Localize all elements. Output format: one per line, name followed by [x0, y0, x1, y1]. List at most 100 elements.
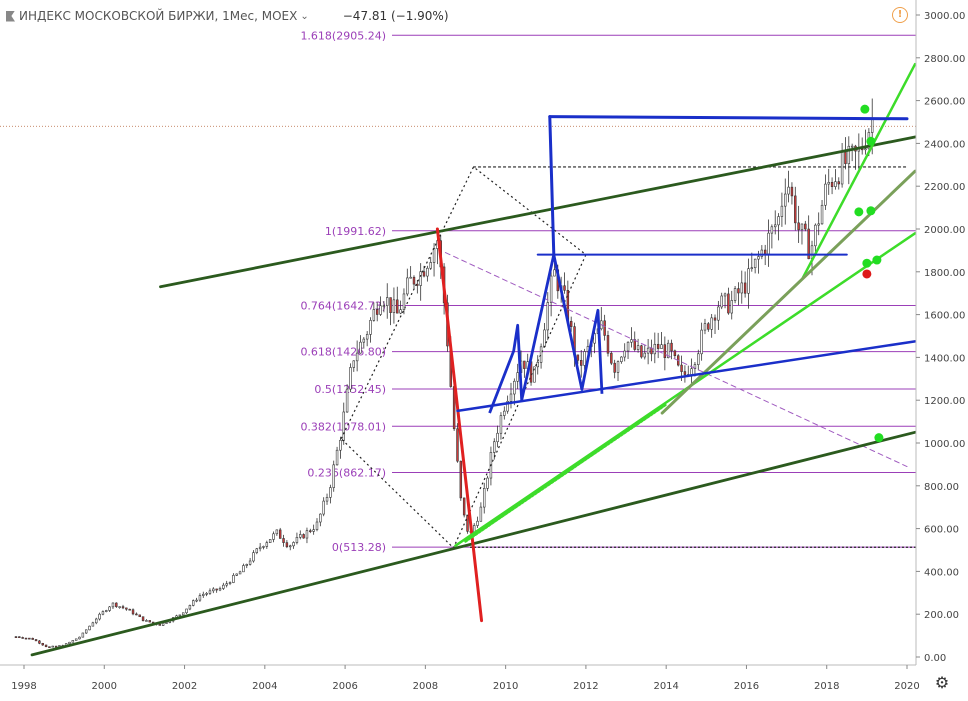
candle-body [583, 351, 586, 366]
candle-body [192, 600, 195, 606]
y-tick-label: 600.00 [924, 525, 959, 536]
candle-body [723, 293, 727, 297]
candle-body [790, 186, 794, 197]
candle-body [355, 352, 359, 362]
fib-level-label: 0.764(1642.73) [300, 299, 386, 312]
candle-body [780, 205, 784, 217]
candle-body [185, 608, 188, 614]
candle-body [41, 643, 44, 646]
candle-body [406, 277, 409, 295]
candle-body [419, 271, 422, 286]
candle-body [145, 620, 148, 622]
candle-body [670, 342, 673, 352]
y-tick-label: 1400.00 [924, 353, 965, 364]
x-tick-label: 2018 [814, 681, 839, 692]
y-tick-label: 2200.00 [924, 182, 965, 193]
candle-body [620, 356, 623, 362]
candle-body [312, 529, 315, 532]
candle-body [807, 228, 810, 260]
y-tick-label: 2600.00 [924, 97, 965, 108]
candle-body [680, 364, 683, 372]
warning-icon[interactable]: ! [892, 7, 908, 23]
candle-body [28, 637, 31, 640]
candle-body [14, 636, 18, 638]
x-tick-label: 2014 [653, 681, 678, 692]
candle-body [747, 268, 750, 294]
candle-body [235, 573, 238, 576]
fib-level-label: 1.618(2905.24) [300, 29, 386, 42]
candle-body [837, 181, 840, 185]
candle-body [71, 640, 75, 643]
fib-level-label: 0(513.28) [332, 541, 386, 554]
symbol-title[interactable]: ИНДЕКС МОСКОВСКОЙ БИРЖИ, 1Мес, MOEX [19, 9, 298, 23]
candle-body [309, 530, 312, 532]
candle-body [289, 545, 292, 548]
candle-body [218, 588, 222, 591]
trend-drawings [30, 62, 917, 657]
candle-body [700, 329, 703, 355]
candle-body [760, 249, 764, 257]
candle-body [135, 613, 138, 616]
y-tick-label: 200.00 [924, 610, 959, 621]
candle-body [824, 183, 827, 206]
candle-body [777, 216, 780, 226]
signal-dot-red [862, 269, 872, 279]
candle-body [763, 249, 767, 255]
candle-body [78, 636, 81, 640]
candle-body [539, 346, 543, 363]
candle-body [476, 520, 479, 526]
candle-body [228, 582, 232, 584]
candle-body [365, 334, 369, 340]
candle-body [315, 521, 319, 530]
candle-body [727, 293, 730, 314]
candle-body [245, 564, 248, 566]
candle-body [88, 625, 91, 631]
candle-body [84, 629, 88, 634]
candle-body [375, 309, 379, 315]
candle-body [870, 118, 874, 133]
x-tick-label: 2006 [332, 681, 357, 692]
candle-body [720, 295, 723, 308]
candle-body [345, 388, 349, 413]
candle-body [820, 204, 824, 225]
candle-body [302, 534, 305, 539]
candle-body [740, 282, 743, 294]
fibonacci-levels: 1.618(2905.24) 1(1991.62) 0.764(1642.73) 0.… [0, 29, 916, 554]
candle-body [396, 299, 399, 314]
blue-target-line [548, 115, 909, 121]
candle-body [212, 588, 215, 592]
fib-level-label: 0.236(862.17) [307, 466, 386, 479]
candle-body [252, 552, 255, 562]
fib-level-label: 0.618(1426.80) [300, 346, 386, 359]
candle-body [553, 269, 556, 277]
candle-body [352, 360, 356, 368]
candle-body [141, 616, 145, 621]
candle-body [840, 151, 844, 185]
candle-body [486, 477, 489, 489]
candle-body [656, 343, 660, 349]
candle-body [513, 380, 516, 395]
candle-body [697, 353, 700, 365]
candle-body [115, 602, 118, 607]
gear-icon[interactable]: ⚙ [934, 673, 950, 692]
candle-body [195, 599, 198, 602]
signal-dot-green [862, 258, 872, 268]
x-tick-label: 2002 [172, 681, 197, 692]
candle-body [386, 297, 389, 306]
candle-body [21, 637, 24, 639]
candle-body [794, 195, 797, 224]
candle-body [580, 359, 583, 366]
candle-body [549, 275, 553, 303]
flag-icon[interactable] [6, 10, 15, 22]
candle-body [616, 361, 620, 373]
chevron-down-icon[interactable]: ⌄ [300, 10, 309, 22]
candle-body [630, 339, 633, 343]
candle-body [101, 611, 105, 615]
candle-body [24, 637, 28, 640]
candle-body [459, 460, 463, 499]
blue-wave-pattern [488, 253, 604, 414]
blue-vertical-line [548, 115, 556, 257]
candle-body [392, 299, 396, 313]
